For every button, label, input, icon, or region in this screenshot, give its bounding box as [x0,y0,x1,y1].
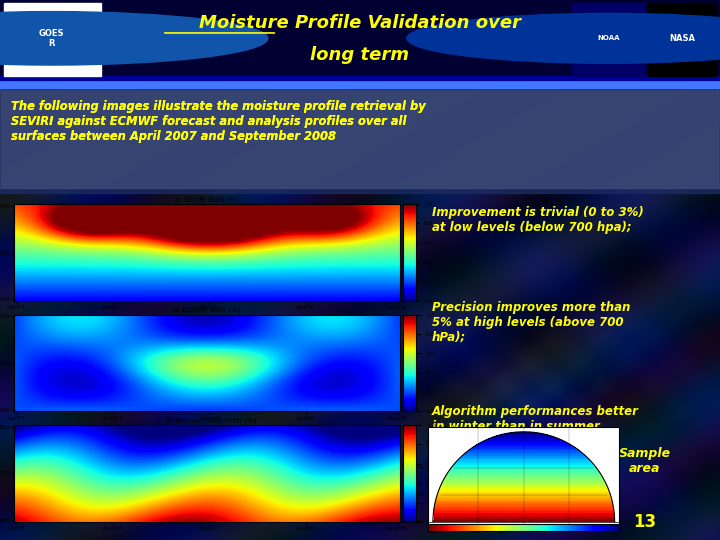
Text: Moisture Profile Validation over: Moisture Profile Validation over [199,14,521,32]
Bar [0,89,720,188]
Circle shape [0,11,268,65]
Bar [572,3,644,76]
Text: The following images illustrate the moisture profile retrieval by
SEVIRI against: The following images illustrate the mois… [11,100,426,144]
Bar [648,3,716,76]
Text: NOAA: NOAA [597,35,620,42]
Text: NASA: NASA [669,34,695,43]
Bar [0,76,720,80]
Text: The following images illustrate the moisture profile retrieval by
SEVIRI against: The following images illustrate the mois… [11,100,426,144]
Bar [0,89,720,193]
Text: Sample
area: Sample area [618,447,670,475]
Text: Precision improves more than
5% at high levels (above 700
hPa);: Precision improves more than 5% at high … [432,301,631,344]
Text: 13: 13 [633,513,656,531]
Circle shape [407,14,720,63]
Bar [4,3,101,76]
Text: Improvement is trivial (0 to 3%)
at low levels (below 700 hpa);: Improvement is trivial (0 to 3%) at low … [432,206,644,234]
Bar [0,80,720,89]
Text: long term: long term [310,46,410,64]
Text: GOES
R: GOES R [39,29,65,48]
Text: Algorithm performances better
in winter than in summer: Algorithm performances better in winter … [432,405,639,433]
